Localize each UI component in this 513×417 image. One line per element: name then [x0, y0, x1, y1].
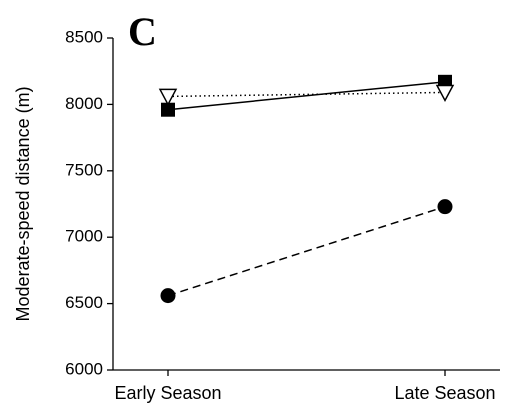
- x-tick-label: Early Season: [114, 383, 221, 403]
- x-tick-label: Late Season: [394, 383, 495, 403]
- y-tick-label: 6500: [65, 293, 103, 312]
- series-line: [167, 81, 446, 111]
- panel-label: C: [128, 9, 157, 54]
- y-tick-label: 8500: [65, 27, 103, 46]
- y-tick-label: 6000: [65, 359, 103, 378]
- marker: [437, 199, 453, 215]
- marker: [158, 88, 178, 107]
- y-tick-label: 7500: [65, 160, 103, 179]
- y-tick-label: 8000: [65, 94, 103, 113]
- y-tick-label: 7000: [65, 227, 103, 246]
- marker: [161, 102, 175, 117]
- marker: [160, 288, 176, 304]
- y-axis-label: Moderate-speed distance (m): [13, 86, 33, 321]
- series-line: [167, 205, 446, 297]
- series-line: [167, 91, 446, 98]
- marker: [435, 84, 455, 103]
